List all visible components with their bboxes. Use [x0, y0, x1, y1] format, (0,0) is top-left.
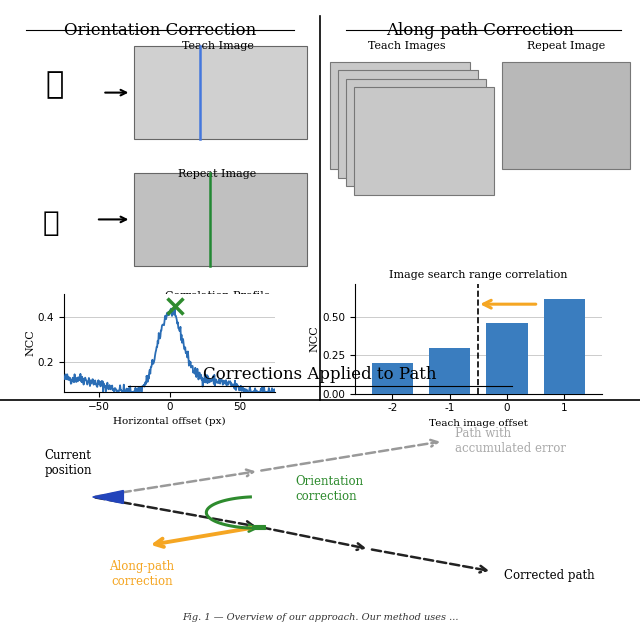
- FancyBboxPatch shape: [346, 79, 486, 186]
- FancyBboxPatch shape: [338, 71, 479, 178]
- FancyBboxPatch shape: [354, 87, 494, 195]
- FancyBboxPatch shape: [502, 62, 630, 169]
- Text: 🐰: 🐰: [45, 71, 63, 100]
- Title: Image search range correlation: Image search range correlation: [389, 270, 568, 280]
- Text: Teach Image: Teach Image: [182, 41, 253, 51]
- Bar: [486, 323, 528, 394]
- Text: Corrections Applied to Path: Corrections Applied to Path: [204, 367, 436, 383]
- Text: Teach Images: Teach Images: [367, 41, 445, 51]
- X-axis label: Horizontal offset (px): Horizontal offset (px): [113, 417, 226, 427]
- FancyBboxPatch shape: [252, 525, 266, 529]
- Bar: [372, 363, 413, 394]
- Text: Along-path
correction: Along-path correction: [109, 560, 174, 588]
- Bar: [429, 348, 470, 394]
- Text: 🚜: 🚜: [43, 209, 60, 238]
- Text: Orientation Correction: Orientation Correction: [64, 22, 256, 39]
- Text: Along-path Correction: Along-path Correction: [386, 22, 574, 39]
- Bar: [544, 299, 585, 394]
- Y-axis label: NCC: NCC: [310, 325, 319, 352]
- Text: Repeat Image: Repeat Image: [527, 41, 605, 51]
- FancyBboxPatch shape: [330, 62, 470, 169]
- Polygon shape: [93, 491, 124, 503]
- FancyBboxPatch shape: [134, 47, 307, 139]
- Text: Path with
accumulated error: Path with accumulated error: [455, 427, 566, 455]
- Text: Corrected path: Corrected path: [504, 568, 595, 581]
- Text: Correlation Profile: Correlation Profile: [165, 290, 270, 301]
- Text: Fig. 1 — Overview of our approach. Our method uses ...: Fig. 1 — Overview of our approach. Our m…: [182, 614, 458, 622]
- Text: Orientation
correction: Orientation correction: [296, 474, 364, 503]
- X-axis label: Teach image offset: Teach image offset: [429, 419, 528, 428]
- Y-axis label: NCC: NCC: [25, 329, 35, 357]
- FancyBboxPatch shape: [134, 173, 307, 266]
- Text: Current
position: Current position: [44, 449, 92, 476]
- Text: Repeat Image: Repeat Image: [179, 169, 257, 180]
